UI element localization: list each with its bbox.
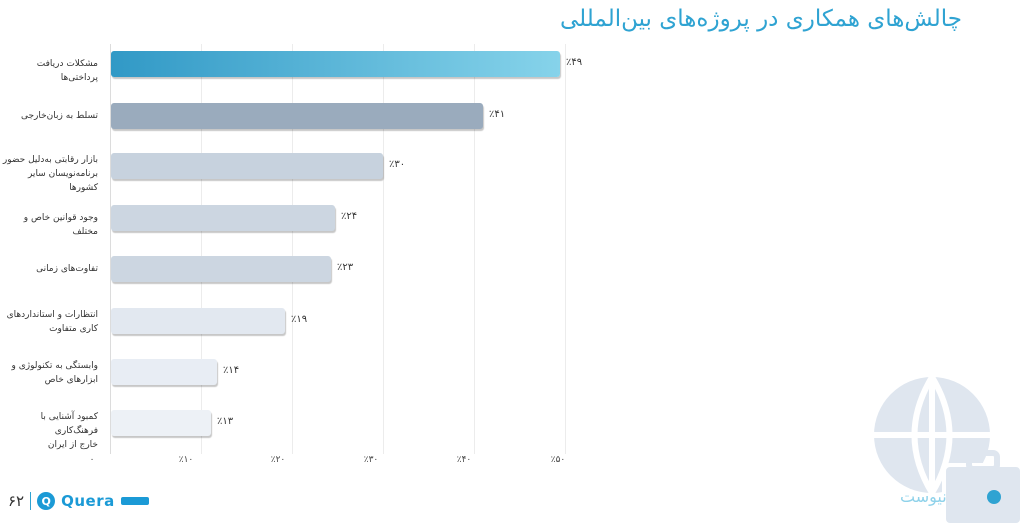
bar-label: وجود قوانین خاص و مختلف xyxy=(2,211,98,239)
bar-row: تسلط به زبان‌خارجی ٪۴۱ xyxy=(0,90,700,142)
bar-value: ٪۱۴ xyxy=(223,365,240,376)
brand-name: Quera xyxy=(61,492,115,510)
bar-row: وجود قوانین خاص و مختلف ٪۲۴ xyxy=(0,192,700,244)
y-axis-line xyxy=(110,44,111,454)
bar-label-line: بازار رقابتی به‌دلیل حضور xyxy=(2,155,98,165)
globe-briefcase-icon xyxy=(874,375,1022,525)
x-tick: ٪۳۰ xyxy=(363,455,379,465)
bar xyxy=(111,359,217,385)
bar xyxy=(111,51,560,77)
bar-label-line: برنامه‌نویسان سایر کشورها xyxy=(27,169,98,193)
x-tick: ٪۱۰ xyxy=(178,455,194,465)
brand-pill-icon xyxy=(120,497,149,505)
bar-label-line: ابزارهای خاص xyxy=(44,375,98,385)
bar-row: کمبود آشنایی با فرهنگ‌کاری خارج از ایران … xyxy=(0,397,700,452)
divider xyxy=(30,492,32,510)
bar-value: ٪۴۱ xyxy=(489,109,506,120)
x-tick: ٪۴۰ xyxy=(456,455,472,465)
chart-title: چالش‌های همکاری در پروژه‌های بین‌المللی xyxy=(560,6,962,32)
bar-label-line: مشکلات دریافت پرداختی‌ها xyxy=(36,59,98,83)
x-tick: ٪۵۰ xyxy=(550,455,566,465)
grid-line xyxy=(474,44,475,454)
x-tick: ۰ xyxy=(89,455,95,465)
bar-value: ٪۴۹ xyxy=(566,57,583,68)
bar-label-line: وابستگی به تکنولوژی و xyxy=(11,361,98,371)
bar-label-line: خارج از ایران xyxy=(47,440,98,450)
bar xyxy=(111,308,285,334)
bar-label: انتظارات و استانداردهای کاری متفاوت xyxy=(2,308,98,336)
page-number: ۶۲ xyxy=(8,492,25,510)
bar-row: انتظارات و استانداردهای کاری متفاوت ٪۱۹ xyxy=(0,295,700,347)
bar xyxy=(111,410,211,436)
bar-label: مشکلات دریافت پرداختی‌ها xyxy=(2,57,98,85)
bar-label: بازار رقابتی به‌دلیل حضور برنامه‌نویسان س… xyxy=(2,153,98,195)
bar-label-line: وجود قوانین خاص و مختلف xyxy=(23,213,98,237)
footer: ۶۲ Q Quera xyxy=(8,492,149,510)
grid-line xyxy=(292,44,293,454)
bar-row: بازار رقابتی به‌دلیل حضور برنامه‌نویسان س… xyxy=(0,140,700,195)
bar xyxy=(111,205,335,231)
watermark-logo-icon xyxy=(987,490,1001,504)
bar-row: تفاوت‌های زمانی ٪۲۳ xyxy=(0,243,700,295)
bar-label: کمبود آشنایی با فرهنگ‌کاری خارج از ایران xyxy=(2,410,98,452)
quera-logo-icon: Q xyxy=(37,492,56,510)
bar xyxy=(111,256,331,282)
watermark-text: نیوست xyxy=(900,487,947,506)
bar-label-line: کاری متفاوت xyxy=(49,324,98,334)
bar xyxy=(111,153,383,179)
bar xyxy=(111,103,483,129)
bar-label: وابستگی به تکنولوژی و ابزارهای خاص xyxy=(2,359,98,387)
grid-line xyxy=(565,44,566,454)
grid-line xyxy=(201,44,202,454)
bar-value: ٪۱۳ xyxy=(217,416,234,427)
bar-value: ٪۳۰ xyxy=(389,159,406,170)
bar-label: تسلط به زبان‌خارجی xyxy=(2,109,98,123)
bar-row: مشکلات دریافت پرداختی‌ها ٪۴۹ xyxy=(0,38,700,90)
bar-label-line: تسلط به زبان‌خارجی xyxy=(20,111,98,121)
bar-value: ٪۲۳ xyxy=(337,262,354,273)
bar-value: ٪۱۹ xyxy=(291,314,308,325)
bar-label-line: انتظارات و استانداردهای xyxy=(6,310,98,320)
grid-line xyxy=(383,44,384,454)
bar-label-line: کمبود آشنایی با فرهنگ‌کاری xyxy=(40,412,98,436)
bar-label: تفاوت‌های زمانی xyxy=(2,262,98,276)
bar-value: ٪۲۴ xyxy=(341,211,358,222)
bar-row: وابستگی به تکنولوژی و ابزارهای خاص ٪۱۴ xyxy=(0,346,700,398)
x-tick: ٪۲۰ xyxy=(270,455,286,465)
bar-label-line: تفاوت‌های زمانی xyxy=(36,264,98,274)
